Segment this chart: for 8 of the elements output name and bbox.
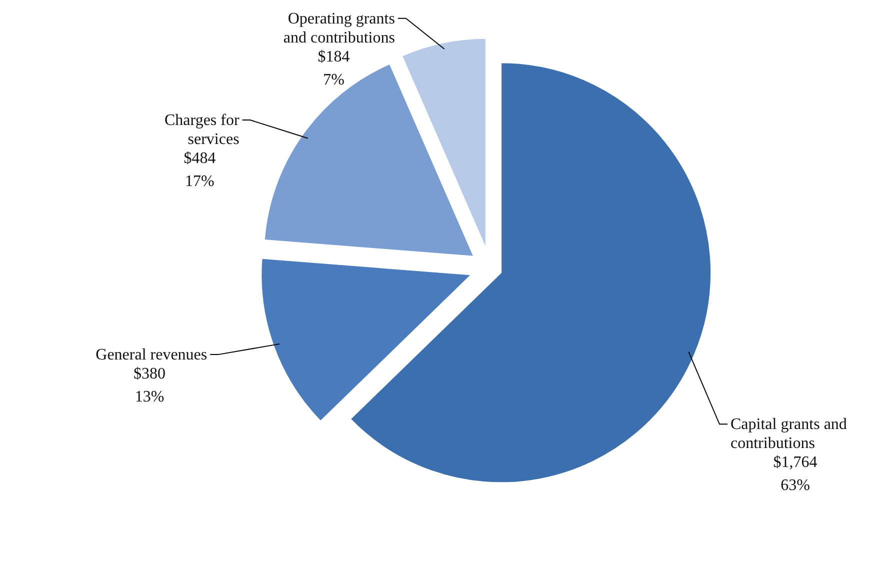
data-label: $1,764 63%: [773, 454, 818, 494]
slice-label: Capital grants and contributions: [730, 416, 847, 452]
slice-label: Charges for services: [164, 112, 240, 148]
data-label: $184 7%: [318, 48, 350, 88]
data-label: $484 17%: [184, 150, 216, 190]
slice-label: Operating grants and contributions: [283, 10, 395, 46]
data-label: $380 13%: [134, 366, 166, 406]
slice-label: General revenues: [96, 346, 208, 364]
